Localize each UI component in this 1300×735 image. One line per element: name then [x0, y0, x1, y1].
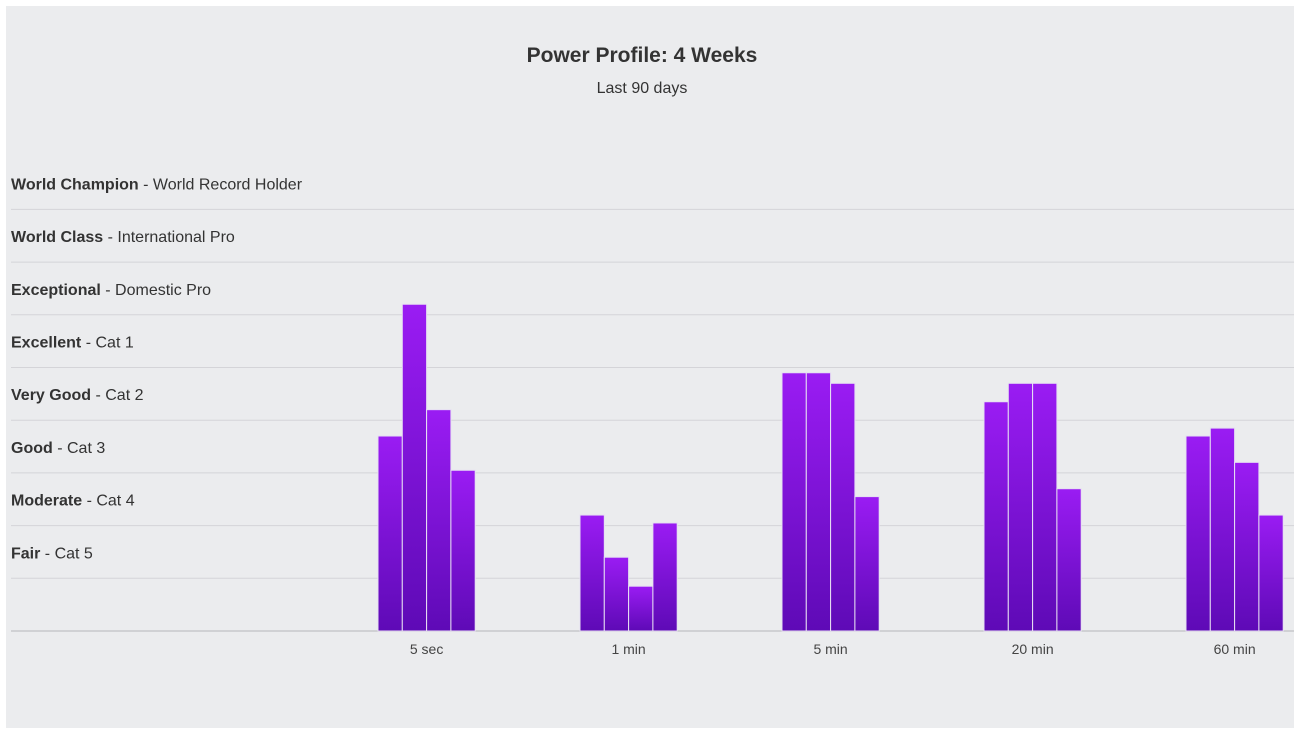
level-label: Good - Cat 3	[11, 440, 105, 457]
bar	[628, 585, 654, 632]
chart-title: Power Profile: 4 Weeks	[526, 44, 758, 67]
bar	[450, 469, 476, 632]
power-profile-chart: World Champion - World Record HolderWorl…	[11, 176, 1294, 657]
level-name: Fair	[11, 545, 40, 562]
level-description: - Cat 4	[82, 493, 135, 510]
level-description: - Cat 1	[81, 335, 134, 352]
bar	[983, 401, 1009, 632]
level-label: Fair - Cat 5	[11, 545, 93, 562]
chart-subtitle: Last 90 days	[596, 80, 688, 97]
bars	[377, 303, 1284, 632]
bar	[652, 522, 678, 632]
level-name: Good	[11, 440, 53, 457]
level-description: - International Pro	[103, 229, 235, 246]
x-tick-labels: 5 sec 1 min 5 min 20 min 60 min	[410, 641, 1256, 657]
level-label: Very Good - Cat 2	[11, 387, 144, 404]
bar	[1032, 382, 1058, 632]
level-description: - Domestic Pro	[101, 282, 211, 299]
level-name: Exceptional	[11, 282, 101, 299]
bar	[401, 303, 428, 632]
level-labels: World Champion - World Record HolderWorl…	[11, 176, 303, 562]
level-label: Moderate - Cat 4	[11, 493, 135, 510]
bar	[781, 372, 807, 632]
bar	[830, 382, 856, 632]
x-tick-label: 20 min	[1012, 641, 1054, 657]
level-label: Exceptional - Domestic Pro	[11, 282, 211, 299]
level-name: World Class	[11, 229, 103, 246]
chart-panel: Power Profile: 4 Weeks Last 90 days Worl…	[6, 6, 1294, 728]
x-tick-label: 5 sec	[410, 641, 443, 657]
level-name: World Champion	[11, 176, 139, 193]
level-label: World Class - International Pro	[11, 229, 235, 246]
bar	[1185, 435, 1211, 632]
bar	[1209, 427, 1236, 632]
level-name: Excellent	[11, 335, 82, 352]
bar	[1258, 514, 1284, 632]
x-tick-label: 5 min	[813, 641, 847, 657]
level-description: - World Record Holder	[139, 176, 303, 193]
x-tick-label: 1 min	[611, 641, 645, 657]
bar	[854, 496, 880, 632]
level-label: World Champion - World Record Holder	[11, 176, 303, 193]
bar	[805, 372, 832, 632]
bar	[377, 435, 403, 632]
x-tick-label: 60 min	[1214, 641, 1256, 657]
level-label: Excellent - Cat 1	[11, 335, 134, 352]
level-name: Very Good	[11, 387, 91, 404]
level-name: Moderate	[11, 493, 82, 510]
bar	[603, 556, 630, 632]
bar	[1234, 461, 1260, 632]
bar	[1056, 488, 1082, 632]
bar	[579, 514, 605, 632]
level-description: - Cat 3	[53, 440, 106, 457]
level-description: - Cat 5	[40, 545, 93, 562]
level-description: - Cat 2	[91, 387, 144, 404]
bar	[426, 409, 452, 632]
bar	[1007, 382, 1034, 632]
